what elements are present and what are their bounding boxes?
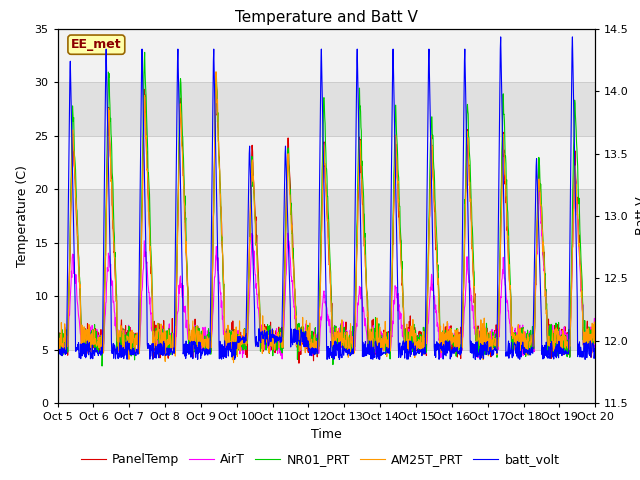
batt_volt — [410, 352, 417, 358]
AirT — [481, 324, 488, 329]
AM25T_PRT — [481, 345, 488, 350]
AM25T_PRT — [230, 360, 237, 366]
PanelTemp — [212, 76, 220, 82]
PanelTemp — [160, 337, 168, 343]
X-axis label: Time: Time — [311, 428, 342, 441]
PanelTemp — [528, 340, 536, 346]
NR01_PRT — [141, 49, 148, 55]
AM25T_PRT — [54, 327, 61, 333]
AirT — [54, 341, 61, 347]
Line: NR01_PRT: NR01_PRT — [58, 52, 595, 366]
AirT — [528, 339, 536, 345]
Bar — [58, 29, 595, 82]
AirT — [278, 356, 286, 362]
Bar — [58, 136, 595, 189]
NR01_PRT — [481, 329, 488, 335]
Bar — [58, 243, 595, 296]
NR01_PRT — [234, 334, 242, 340]
NR01_PRT — [528, 336, 536, 341]
AM25T_PRT — [234, 333, 242, 339]
NR01_PRT — [410, 340, 418, 346]
Bar — [58, 350, 595, 403]
PanelTemp — [410, 330, 418, 336]
NR01_PRT — [161, 338, 169, 344]
AirT — [591, 332, 599, 338]
PanelTemp — [481, 338, 488, 344]
AM25T_PRT — [212, 69, 220, 74]
PanelTemp — [295, 360, 303, 366]
batt_volt — [173, 90, 181, 96]
Title: Temperature and Batt V: Temperature and Batt V — [235, 10, 418, 25]
AirT — [571, 168, 579, 174]
AirT — [173, 312, 181, 317]
PanelTemp — [173, 254, 181, 260]
NR01_PRT — [98, 363, 106, 369]
batt_volt — [234, 339, 241, 345]
AirT — [234, 348, 241, 354]
AM25T_PRT — [591, 323, 599, 329]
NR01_PRT — [174, 198, 182, 204]
PanelTemp — [591, 351, 599, 357]
Text: EE_met: EE_met — [71, 38, 122, 51]
PanelTemp — [234, 340, 241, 346]
NR01_PRT — [54, 337, 61, 343]
batt_volt — [591, 352, 599, 358]
Y-axis label: Temperature (C): Temperature (C) — [16, 165, 29, 267]
AM25T_PRT — [173, 255, 181, 261]
batt_volt — [472, 357, 479, 362]
batt_volt — [497, 34, 504, 40]
AM25T_PRT — [160, 341, 168, 347]
PanelTemp — [54, 351, 61, 357]
Line: batt_volt: batt_volt — [58, 37, 595, 360]
Line: AM25T_PRT: AM25T_PRT — [58, 72, 595, 363]
AM25T_PRT — [410, 327, 418, 333]
batt_volt — [160, 351, 168, 357]
AirT — [410, 331, 418, 337]
AirT — [160, 326, 168, 332]
Y-axis label: Batt V: Batt V — [634, 197, 640, 235]
Line: AirT: AirT — [58, 171, 595, 359]
batt_volt — [54, 346, 61, 352]
batt_volt — [481, 340, 488, 346]
AM25T_PRT — [528, 341, 536, 347]
Line: PanelTemp: PanelTemp — [58, 79, 595, 363]
NR01_PRT — [591, 325, 599, 331]
Legend: PanelTemp, AirT, NR01_PRT, AM25T_PRT, batt_volt: PanelTemp, AirT, NR01_PRT, AM25T_PRT, ba… — [76, 448, 564, 471]
batt_volt — [528, 349, 536, 355]
